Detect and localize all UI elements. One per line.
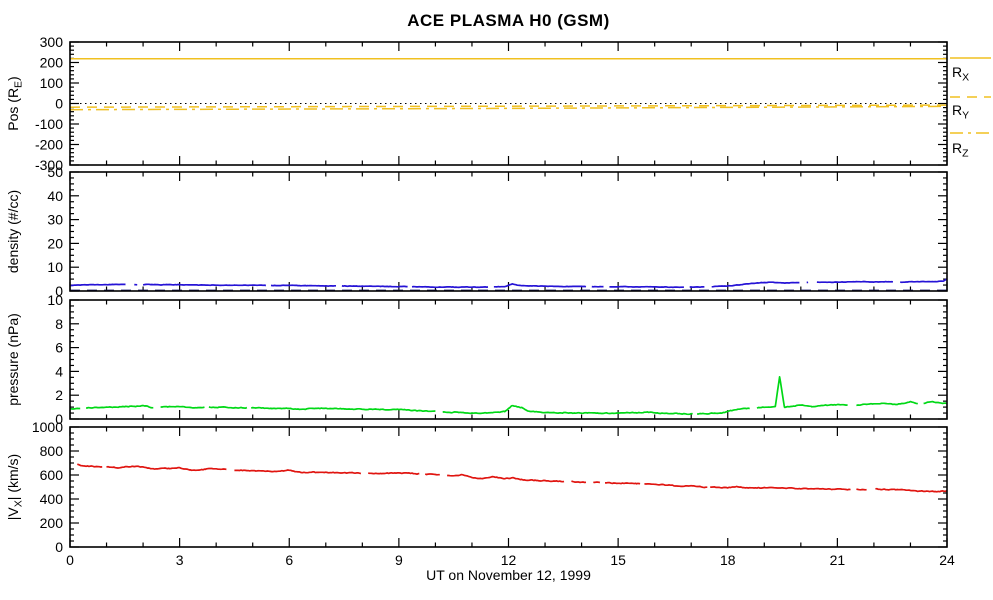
x-tick-label: 18 [720, 552, 736, 568]
x-tick-label: 3 [176, 552, 184, 568]
legend-label-RY: RY [952, 102, 969, 122]
y-tick-label: 2 [55, 387, 63, 403]
panel-border [69, 171, 948, 292]
x-tick-label: 24 [939, 552, 955, 568]
legend-label-RZ: RZ [952, 140, 969, 160]
x-tick-label: 15 [610, 552, 626, 568]
y-tick-label: 200 [40, 55, 64, 71]
y-tick-label: 10 [47, 292, 63, 308]
y-tick-label: 800 [40, 443, 64, 459]
series-R_Z [70, 105, 947, 111]
y-tick-label: 6 [55, 340, 63, 356]
y-axis-label-velocity: |VX| (km/s) [5, 454, 25, 520]
y-axis-label-position: Pos (RE) [5, 76, 25, 130]
x-tick-label: 0 [66, 552, 74, 568]
x-tick-label: 12 [501, 552, 517, 568]
y-tick-label: 0 [55, 411, 63, 427]
legend-label-RX: RX [952, 64, 969, 84]
y-tick-label: 0 [55, 283, 63, 299]
panel-position: -300 -200 -100 0 100 200 300 Pos (RE) RX RY RZ [5, 34, 991, 173]
panel-velocity: 0 200 400 600 800 1000 |VX| (km/s) 0 3 6 9 12 15 18 21… [5, 419, 955, 568]
y-tick-label: 0 [55, 539, 63, 555]
y-tick-label: 20 [47, 235, 63, 251]
y-tick-label: 50 [47, 164, 63, 180]
x-tick-label: 6 [285, 552, 293, 568]
y-tick-label: 600 [40, 467, 64, 483]
y-tick-label: 300 [40, 34, 64, 50]
panel-density: 0 10 20 30 40 50 density (#/cc) [5, 164, 948, 299]
panel-border [69, 426, 948, 548]
panel-pressure: 0 2 4 6 8 10 pressure (nPa) [5, 292, 948, 427]
series-Vx [77, 463, 947, 493]
y-tick-label: -200 [35, 137, 63, 153]
y-tick-label: 400 [40, 491, 64, 507]
y-tick-label: 200 [40, 515, 64, 531]
y-tick-label: 8 [55, 316, 63, 332]
y-tick-label: 40 [47, 188, 63, 204]
y-tick-label: -300 [35, 157, 63, 173]
y-axis-label-pressure: pressure (nPa) [5, 313, 21, 406]
series-pressure [70, 376, 947, 416]
y-tick-label: 30 [47, 212, 63, 228]
y-tick-label: -100 [35, 116, 63, 132]
y-tick-label: 0 [55, 96, 63, 112]
y-tick-label: 10 [47, 259, 63, 275]
x-tick-label: 9 [395, 552, 403, 568]
x-tick-label: 21 [830, 552, 846, 568]
panel-border [69, 299, 948, 420]
chart-title: ACE PLASMA H0 (GSM) [407, 11, 610, 30]
y-tick-label: 1000 [32, 419, 63, 435]
y-tick-label: 100 [40, 75, 64, 91]
series-R_Y [70, 104, 947, 108]
y-tick-label: 4 [55, 363, 63, 379]
x-axis-label: UT on November 12, 1999 [426, 567, 591, 583]
series-density [70, 278, 947, 289]
panel-border [69, 41, 948, 166]
y-axis-label-density: density (#/cc) [5, 190, 21, 273]
